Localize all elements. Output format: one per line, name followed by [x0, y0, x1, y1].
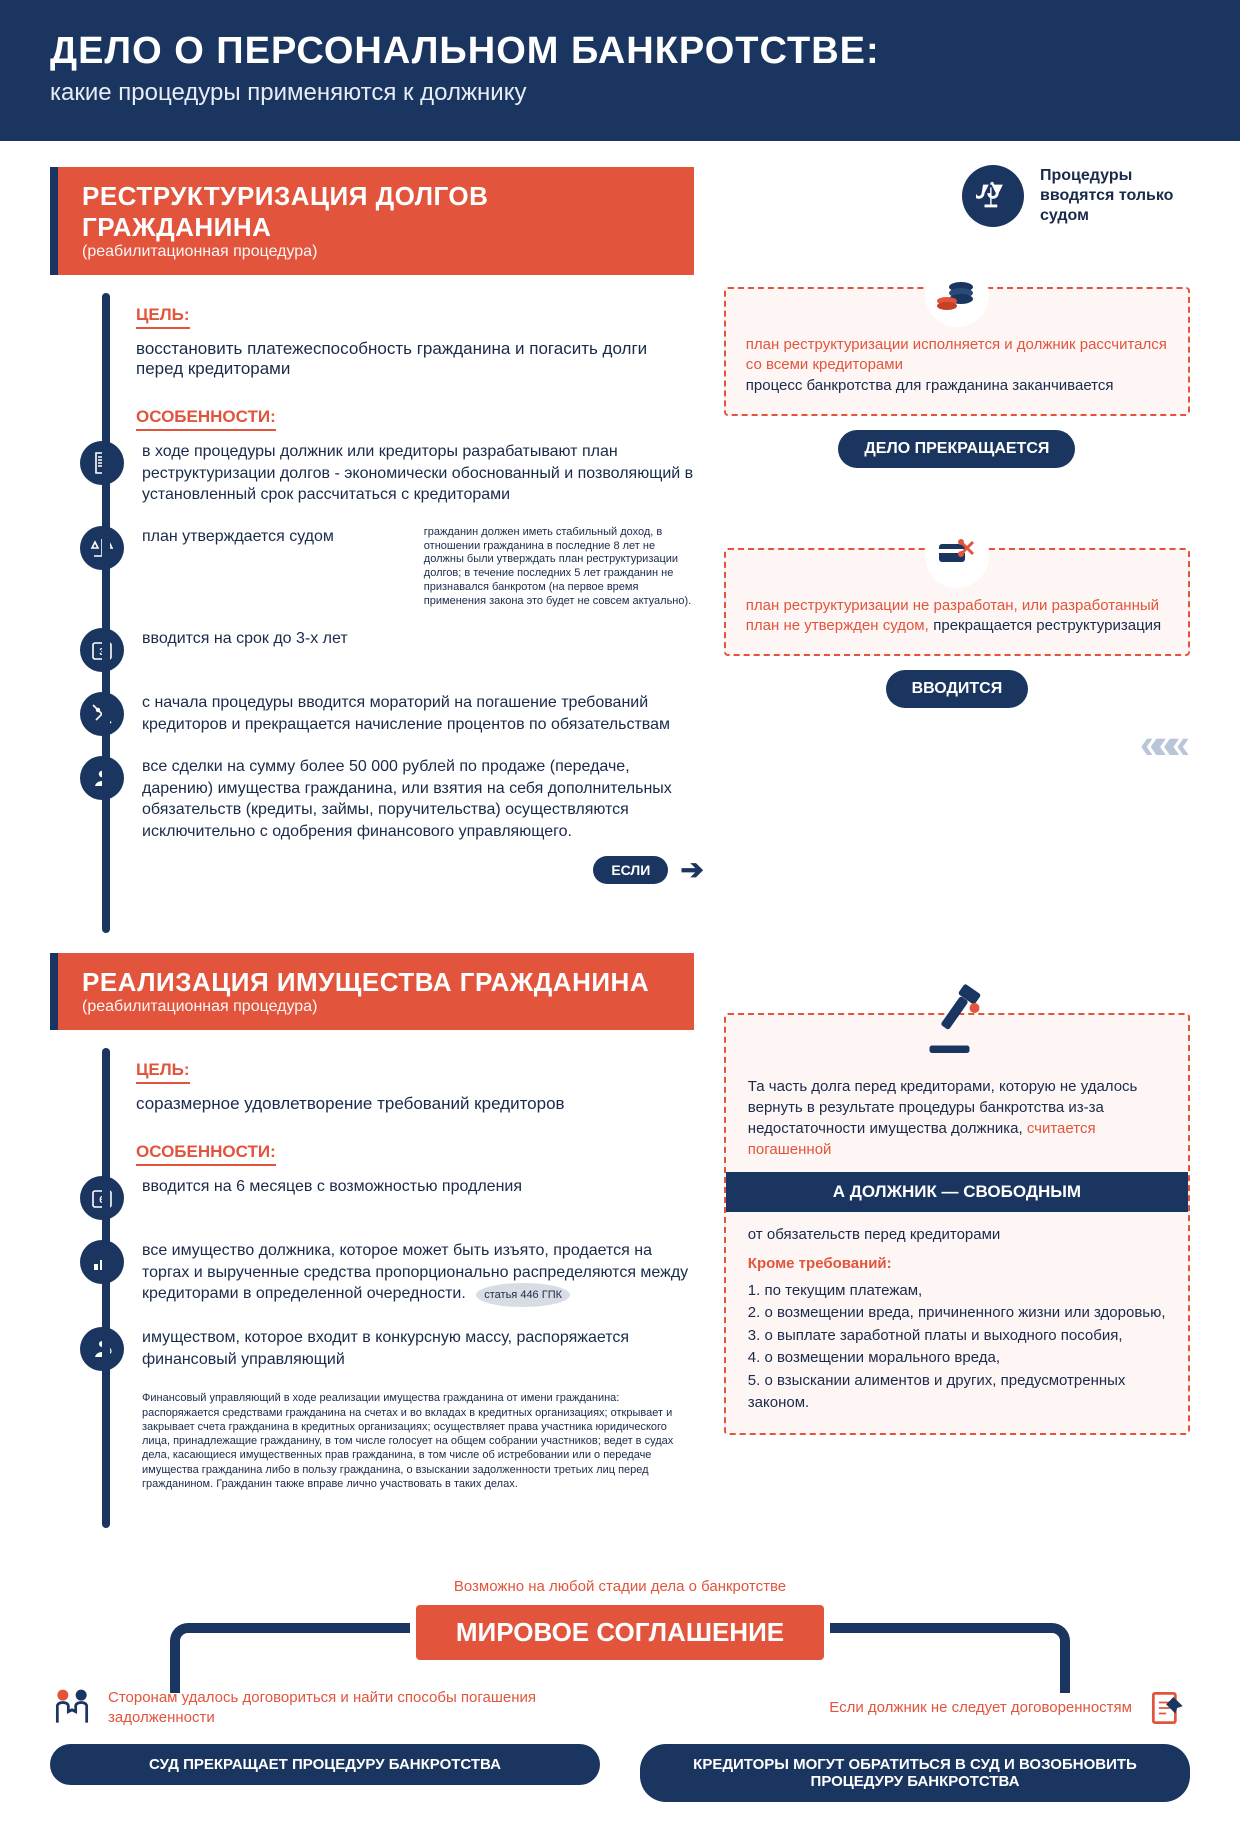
feature-text: вводится на 6 месяцев с возможностью про…: [142, 1176, 694, 1198]
timeline-line: [102, 1048, 110, 1528]
feature-item: план утверждается судом гражданин должен…: [80, 526, 694, 609]
feature-item: 3 вводится на срок до 3-х лет: [80, 628, 694, 672]
feature-text: в ходе процедуры должник или кредиторы р…: [142, 441, 694, 506]
agreement-left: Сторонам удалось договориться и найти сп…: [50, 1686, 600, 1802]
section2-subtitle: (реабилитационная процедура): [82, 998, 670, 1016]
feature-item: 6 вводится на 6 месяцев с возможностью п…: [80, 1176, 694, 1220]
outcome-pill: ВВОДИТСЯ: [886, 670, 1029, 708]
hero-subtitle: какие процедуры применяются к должнику: [50, 79, 1190, 107]
esli-branch: ЕСЛИ ➔: [593, 853, 703, 886]
outcome-fail: план реструктуризации не разработан, или…: [724, 548, 1190, 657]
gavel-icon: [917, 983, 997, 1068]
section2-features-label: ОСОБЕННОСТИ:: [136, 1142, 276, 1166]
agreement-left-text: Сторонам удалось договориться и найти сп…: [108, 1688, 600, 1729]
feature-item: с начала процедуры вводится мораторий на…: [80, 692, 694, 736]
agreement-section: Возможно на любой стадии дела о банкротс…: [50, 1578, 1190, 1802]
agreement-right: Если должник не следует договоренностям …: [640, 1686, 1190, 1802]
outcome-success: план реструктуризации исполняется и долж…: [724, 287, 1190, 416]
outcome-dark-text: прекращается реструктуризация: [933, 617, 1161, 634]
section2-bar: РЕАЛИЗАЦИЯ ИМУЩЕСТВА ГРАЖДАНИНА (реабили…: [50, 953, 694, 1030]
hero-title: ДЕЛО О ПЕРСОНАЛЬНОМ БАНКРОТСТВЕ:: [50, 30, 1190, 73]
result-box: Та часть долга перед кредиторами, котору…: [724, 1013, 1190, 1435]
outcome-red-text: план реструктуризации исполняется и долж…: [746, 335, 1168, 376]
section1-subtitle: (реабилитационная процедура): [82, 243, 670, 261]
law-ref-badge: статья 446 ГПК: [476, 1283, 570, 1307]
except-label: Кроме требований:: [748, 1253, 1166, 1276]
card-cut-icon: [925, 524, 989, 588]
hero: ДЕЛО О ПЕРСОНАЛЬНОМ БАНКРОТСТВЕ: какие п…: [0, 0, 1240, 141]
coins-icon: [925, 263, 989, 327]
section1-features-label: ОСОБЕННОСТИ:: [136, 407, 276, 431]
feature-text: все сделки на сумму более 50 000 рублей …: [142, 756, 694, 842]
feature-fineprint: гражданин должен иметь стабильный доход,…: [424, 526, 694, 609]
feature-text: с начала процедуры вводится мораторий на…: [142, 692, 694, 735]
esli-pill: ЕСЛИ: [593, 856, 668, 884]
document-sign-icon: [1146, 1686, 1190, 1730]
result-sub: от обязательств перед кредиторами: [748, 1224, 1166, 1245]
agreement-title: МИРОВОЕ СОГЛАШЕНИЕ: [416, 1605, 824, 1660]
feature-item: все сделки на сумму более 50 000 рублей …: [80, 756, 694, 842]
feature-text: имуществом, которое входит в конкурсную …: [142, 1327, 694, 1370]
section1-title: РЕСТРУКТУРИЗАЦИЯ ДОЛГОВ ГРАЖДАНИНА: [82, 181, 670, 243]
result-band: А ДОЛЖНИК — СВОБОДНЫМ: [726, 1172, 1188, 1212]
agreement-right-text: Если должник не следует договоренностям: [829, 1698, 1132, 1718]
outcome-pill: ДЕЛО ПРЕКРАЩАЕТСЯ: [838, 430, 1075, 468]
timeline-line: [102, 293, 110, 933]
section1-goal: восстановить платежеспособность граждани…: [136, 339, 694, 379]
section2-title: РЕАЛИЗАЦИЯ ИМУЩЕСТВА ГРАЖДАНИНА: [82, 967, 670, 998]
arrow-right-icon: ➔: [680, 853, 703, 886]
scales-icon: [962, 165, 1024, 227]
chevrons-icon: «««: [724, 720, 1180, 768]
except-list: Кроме требований: 1. по текущим платежам…: [748, 1253, 1166, 1415]
section2-fineprint: Финансовый управляющий в ходе реализации…: [142, 1391, 694, 1491]
outcome-dark-text: процесс банкротства для гражданина закан…: [746, 376, 1168, 396]
result-text: Та часть долга перед кредиторами, котору…: [748, 1076, 1166, 1160]
handshake-icon: [50, 1686, 94, 1730]
feature-item: имуществом, которое входит в конкурсную …: [80, 1327, 694, 1371]
feature-item: все имущество должника, которое может бы…: [80, 1240, 694, 1307]
feature-text: план утверждается судом: [142, 526, 406, 548]
section2-goal-label: ЦЕЛЬ:: [136, 1060, 190, 1084]
section1-goal-label: ЦЕЛЬ:: [136, 305, 190, 329]
feature-item: в ходе процедуры должник или кредиторы р…: [80, 441, 694, 506]
section1-bar: РЕСТРУКТУРИЗАЦИЯ ДОЛГОВ ГРАЖДАНИНА (реаб…: [50, 167, 694, 275]
agreement-right-pill: КРЕДИТОРЫ МОГУТ ОБРАТИТЬСЯ В СУД И ВОЗОБ…: [640, 1744, 1190, 1802]
agreement-left-pill: СУД ПРЕКРАЩАЕТ ПРОЦЕДУРУ БАНКРОТСТВА: [50, 1744, 600, 1785]
feature-text: все имущество должника, которое может бы…: [142, 1240, 694, 1307]
section2-goal: соразмерное удовлетворение требований кр…: [136, 1094, 694, 1114]
agreement-top-note: Возможно на любой стадии дела о банкротс…: [50, 1578, 1190, 1595]
feature-text: вводится на срок до 3-х лет: [142, 628, 694, 650]
court-note: Процедуры вводятся только судом: [962, 165, 1190, 227]
court-note-text: Процедуры вводятся только судом: [1040, 166, 1190, 226]
